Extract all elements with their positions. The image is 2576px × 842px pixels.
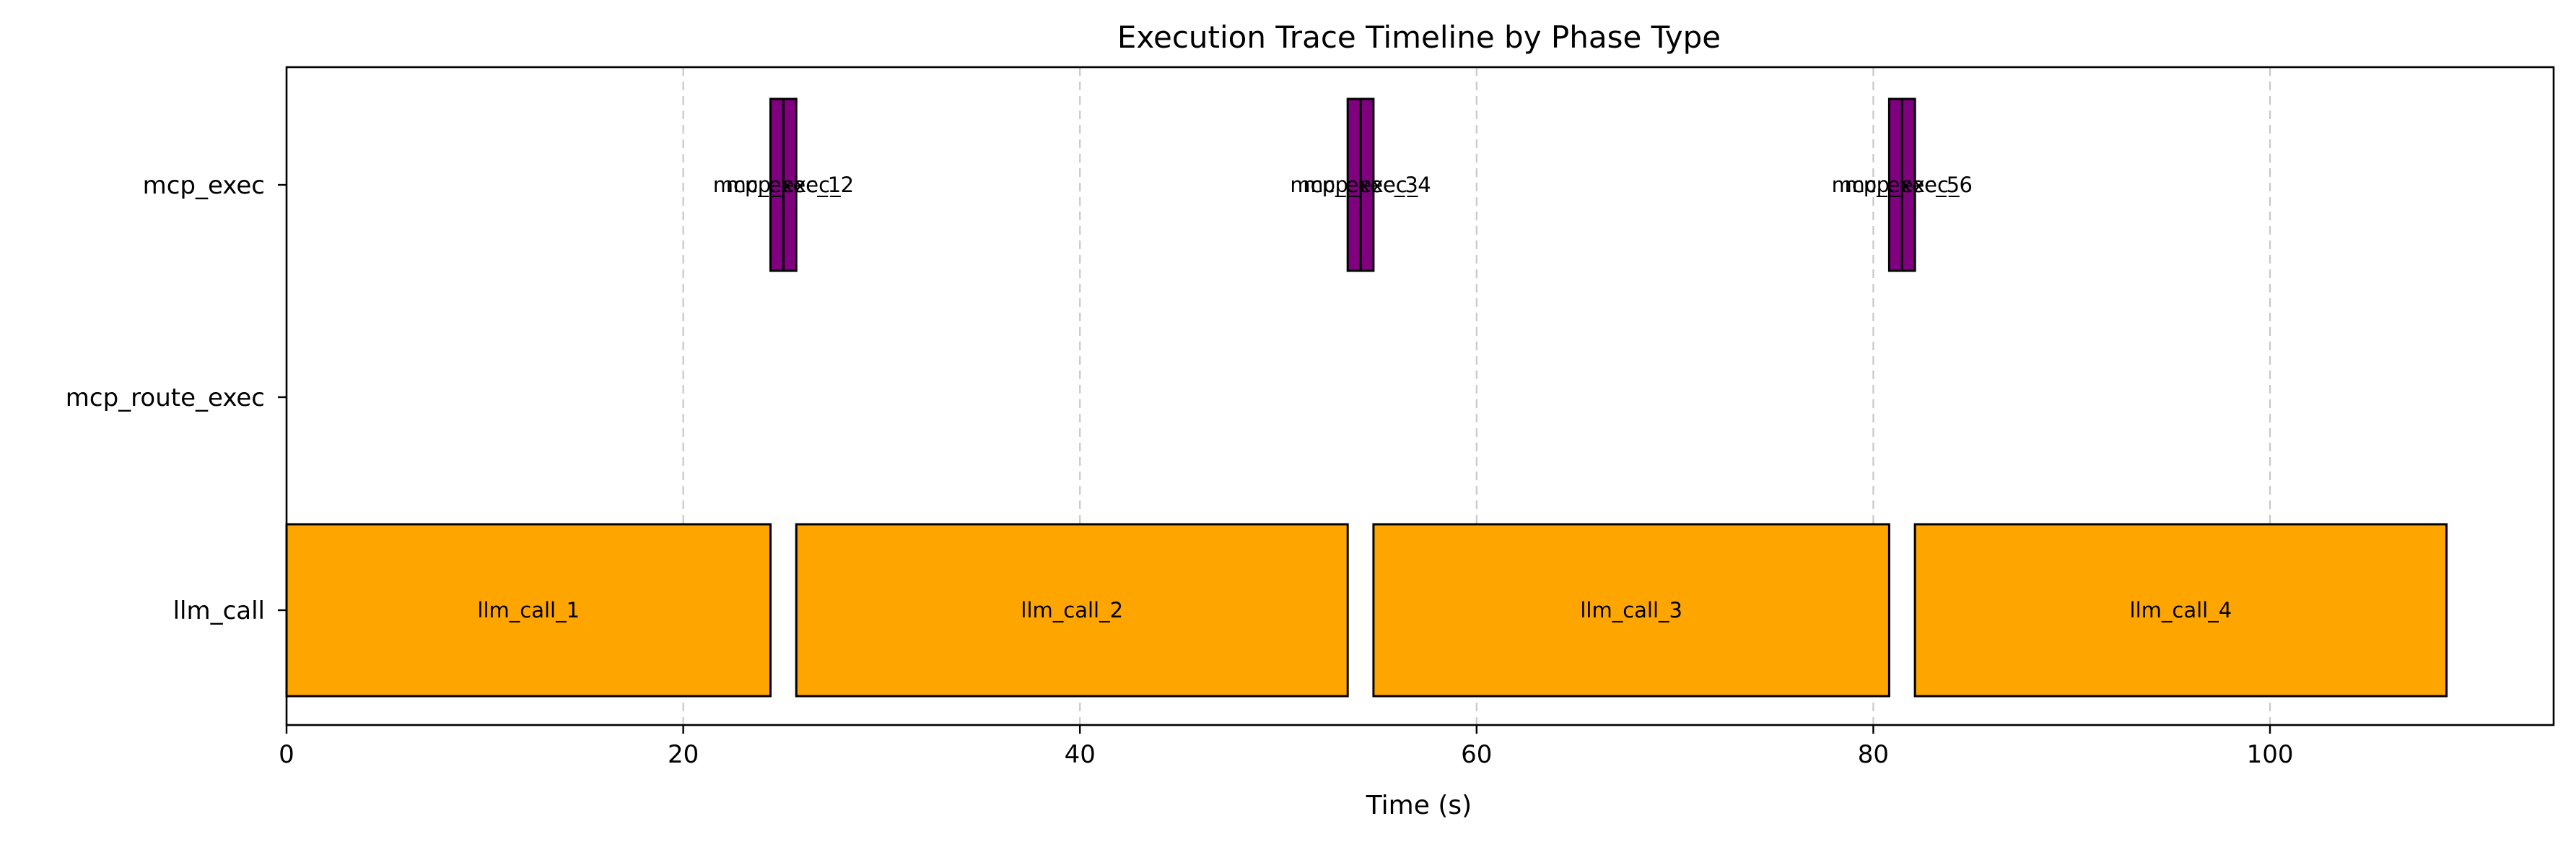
bar-label: mcp_exec_1: [713, 173, 841, 197]
bar-label: llm_call_4: [2130, 598, 2232, 622]
y-tick-label: mcp_exec: [143, 171, 265, 200]
timeline-bar: [782, 97, 798, 272]
x-tick-label: 60: [1461, 740, 1492, 769]
bars: [285, 97, 2448, 698]
bar-label: mcp_exec_5: [1832, 173, 1960, 197]
x-tick-label: 40: [1065, 740, 1096, 769]
timeline-bar: [1900, 97, 1916, 272]
bar-label: llm_call_3: [1580, 598, 1682, 622]
plot-frame: [285, 66, 2555, 726]
bar-label: llm_call_2: [1021, 598, 1123, 622]
x-tick-label: 0: [279, 740, 294, 769]
x-axis-label: Time (s): [1366, 791, 1472, 820]
x-tick-label: 80: [1858, 740, 1889, 769]
y-tick-label: llm_call: [173, 596, 265, 625]
timeline-bar: [1359, 97, 1375, 272]
x-tick-label: 100: [2247, 740, 2294, 769]
grid-lines: [682, 67, 2271, 725]
bar-label: mcp_exec_4: [1303, 173, 1431, 197]
bar-label: mcp_exec_3: [1290, 173, 1418, 197]
timeline-bar: [795, 523, 1349, 698]
timeline-bar: [285, 523, 772, 698]
y-tick-label: mcp_route_exec: [66, 383, 265, 412]
bar-labels: llm_call_1 llm_call_2 llm_call_3 llm_call_4…: [477, 173, 2232, 622]
chart-title: Execution Trace Timeline by Phase Type: [1117, 19, 1721, 55]
x-tick-label: 20: [668, 740, 699, 769]
timeline-bar: [1913, 523, 2448, 698]
bar-label: llm_call_1: [477, 598, 580, 622]
timeline-bar: [1372, 523, 1890, 698]
bar-label: mcp_exec_6: [1844, 173, 1972, 197]
x-axis-ticks: 0 20 40 60 80 100: [279, 725, 2293, 769]
bar-label: mcp_exec_2: [726, 173, 854, 197]
y-axis-ticks: mcp_exec mcp_route_exec llm_call: [66, 171, 287, 625]
